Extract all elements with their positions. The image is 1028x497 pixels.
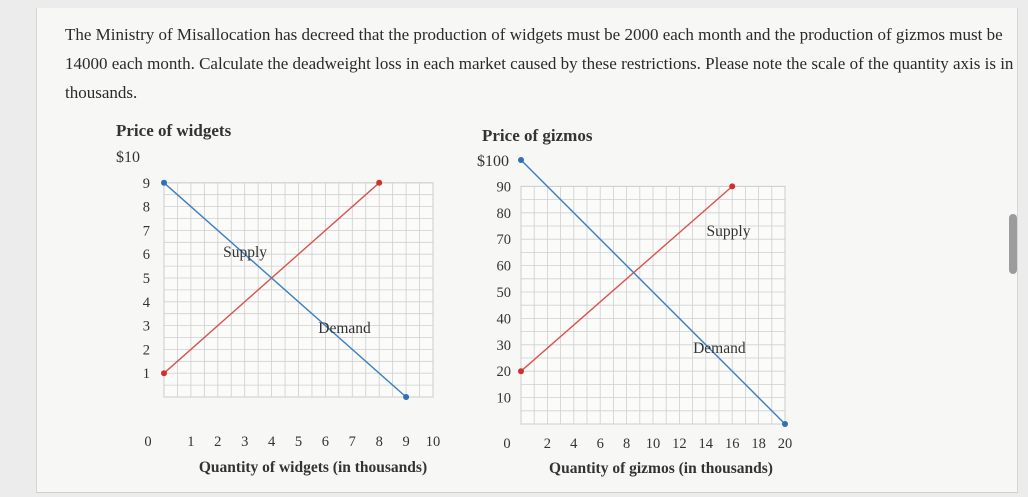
widgets-x-tick-label: 6 xyxy=(322,434,329,450)
widgets-x-tick-label: 4 xyxy=(268,434,276,450)
gizmos-supply-point xyxy=(518,368,524,375)
widgets-y-tick-label: 3 xyxy=(143,319,150,335)
widgets-x-tick-label: 0 xyxy=(144,434,151,450)
widgets-y-tick-label: 2 xyxy=(143,342,150,358)
gizmos-x-tick-label: 4 xyxy=(570,436,578,452)
gizmos-demand-line xyxy=(520,159,786,425)
gizmos-y-tick-label: 60 xyxy=(497,259,512,275)
widgets-chart-title: Price of widgets xyxy=(116,121,232,140)
widgets-supply-point xyxy=(161,370,167,377)
gizmos-x-axis-label: Quantity of gizmos (in thousands) xyxy=(549,460,773,477)
gizmos-y-tick-label: 90 xyxy=(497,179,512,195)
gizmos-supply-point xyxy=(729,183,736,190)
gizmos-demand-point xyxy=(518,157,524,163)
gizmos-y-tick-label: 80 xyxy=(497,206,512,222)
gizmos-supply-series-label: Supply xyxy=(707,223,751,240)
gizmos-y-top-label: $100 xyxy=(477,153,509,170)
gizmos-x-tick-label: 12 xyxy=(672,436,687,452)
scrollbar[interactable] xyxy=(1009,214,1017,274)
widgets-y-tick-label: 5 xyxy=(143,271,150,287)
question-text: The Ministry of Misallocation has decree… xyxy=(65,25,1014,102)
widgets-y-top-label: $10 xyxy=(116,149,140,166)
widgets-x-tick-label: 5 xyxy=(295,434,302,450)
widgets-demand-line xyxy=(163,182,407,398)
gizmos-supply-line xyxy=(520,185,733,372)
gizmos-x-tick-label: 16 xyxy=(725,436,740,452)
widgets-x-tick-label: 2 xyxy=(214,434,221,450)
gizmos-chart-title: Price of gizmos xyxy=(482,126,593,145)
gizmos-y-tick-label: 30 xyxy=(497,338,512,354)
widgets-x-tick-label: 7 xyxy=(349,434,356,450)
widgets-y-tick-label: 4 xyxy=(143,295,151,311)
widgets-x-tick-label: 8 xyxy=(376,434,383,450)
widgets-y-tick-label: 7 xyxy=(143,223,150,239)
gizmos-demand-series-label: Demand xyxy=(693,340,746,357)
widgets-supply-series-label: Supply xyxy=(223,244,267,261)
gizmos-x-tick-label: 0 xyxy=(503,436,510,452)
widgets-x-tick-label: 3 xyxy=(241,434,248,450)
widgets-x-tick-label: 10 xyxy=(426,434,441,450)
gizmos-x-tick-label: 6 xyxy=(597,436,604,452)
widgets-demand-series-label: Demand xyxy=(318,320,371,337)
widgets-x-axis-label: Quantity of widgets (in thousands) xyxy=(199,459,427,476)
widgets-y-tick-label: 1 xyxy=(143,366,150,382)
gizmos-x-tick-label: 2 xyxy=(544,436,551,452)
gizmos-y-tick-label: 10 xyxy=(497,391,512,407)
widgets-x-tick-label: 9 xyxy=(402,434,409,450)
gizmos-demand-point xyxy=(782,421,788,427)
gizmos-x-tick-label: 14 xyxy=(699,436,714,452)
gizmos-x-tick-label: 18 xyxy=(751,436,766,452)
gizmos-y-tick-label: 70 xyxy=(497,232,512,248)
gizmos-y-tick-label: 40 xyxy=(497,311,512,327)
widgets-y-tick-label: 8 xyxy=(143,200,150,216)
gizmos-x-tick-label: 10 xyxy=(646,436,661,452)
widgets-demand-point xyxy=(161,179,167,186)
gizmos-x-tick-label: 8 xyxy=(623,436,630,452)
widgets-x-tick-label: 1 xyxy=(187,434,194,450)
gizmos-y-tick-label: 20 xyxy=(497,364,512,380)
gizmos-x-tick-label: 20 xyxy=(778,436,793,452)
widgets-y-tick-label: 6 xyxy=(143,247,150,263)
widgets-demand-point xyxy=(403,394,410,400)
widgets-supply-point xyxy=(376,179,383,186)
widgets-y-tick-label: 9 xyxy=(143,176,150,192)
gizmos-y-tick-label: 50 xyxy=(497,285,512,301)
